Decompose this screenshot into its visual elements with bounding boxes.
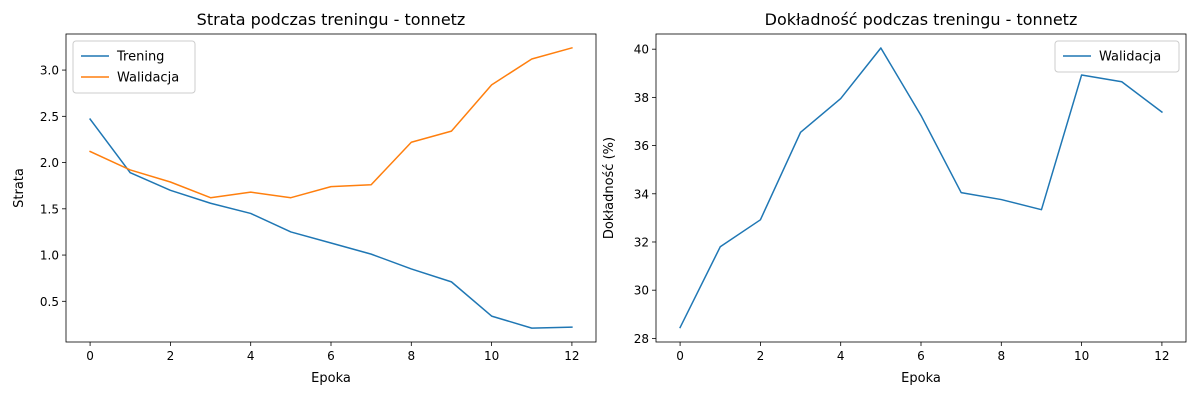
loss-y-tick-label: 3.0: [40, 64, 59, 78]
loss-x-tick-label: 6: [327, 349, 335, 363]
accuracy-chart: Dokładność podczas treningu - tonnetz 0 2 4…: [602, 10, 1187, 386]
accuracy-y-tick-label: 32: [634, 235, 649, 249]
accuracy-y-tick-label: 36: [634, 139, 649, 153]
loss-series-line-0: [89, 118, 573, 329]
loss-x-tick-label: 0: [86, 349, 94, 363]
accuracy-legend-box: [1054, 40, 1180, 73]
accuracy-x-tick-label: 2: [757, 349, 765, 363]
accuracy-x-tick-label: 6: [917, 349, 925, 363]
loss-series-line-1: [89, 46, 573, 199]
loss-x-tick-label: 8: [407, 349, 415, 363]
loss-x-axis-label: Epoka: [311, 371, 351, 386]
loss-y-tick-label: 2.5: [40, 110, 59, 124]
loss-x-tick-label: 2: [167, 349, 175, 363]
loss-x-tick-label: 12: [564, 349, 579, 363]
accuracy-x-axis-label: Epoka: [901, 371, 941, 386]
loss-y-tick-label: 0.5: [40, 295, 59, 309]
accuracy-y-axis-label: Dokładność (%): [602, 137, 617, 239]
accuracy-y-tick-label: 34: [634, 187, 649, 201]
accuracy-y-tick-label: 40: [634, 43, 649, 57]
accuracy-legend-label-0: Walidacja: [1099, 50, 1161, 65]
loss-x-tick-label: 4: [247, 349, 255, 363]
loss-legend: Trening Walidacja: [72, 40, 196, 94]
accuracy-x-tick-label: 0: [676, 349, 684, 363]
loss-y-tick-label: 1.5: [40, 202, 59, 216]
accuracy-x-tick-label: 12: [1154, 349, 1169, 363]
loss-y-tick-label: 2.0: [40, 156, 59, 170]
loss-legend-label-0: Trening: [116, 50, 164, 65]
loss-chart-title: Strata podczas treningu - tonnetz: [197, 10, 466, 29]
accuracy-chart-title: Dokładność podczas treningu - tonnetz: [765, 10, 1078, 29]
accuracy-y-tick-label: 28: [634, 332, 649, 346]
accuracy-y-tick-label: 38: [634, 91, 649, 105]
accuracy-x-tick-label: 4: [837, 349, 845, 363]
accuracy-legend: Walidacja: [1054, 40, 1180, 73]
loss-y-axis-label: Strata: [12, 168, 27, 208]
loss-y-tick-label: 1.0: [40, 249, 59, 263]
loss-legend-box: [72, 40, 196, 94]
accuracy-x-tick-label: 8: [997, 349, 1005, 363]
accuracy-x-tick-label: 10: [1074, 349, 1089, 363]
accuracy-y-tick-label: 30: [634, 284, 649, 298]
accuracy-series-line-0: [679, 47, 1163, 329]
loss-legend-label-1: Walidacja: [117, 71, 179, 86]
loss-chart: Strata podczas treningu - tonnetz 0 2 4 6 8 10…: [12, 10, 597, 386]
loss-x-tick-label: 10: [484, 349, 499, 363]
